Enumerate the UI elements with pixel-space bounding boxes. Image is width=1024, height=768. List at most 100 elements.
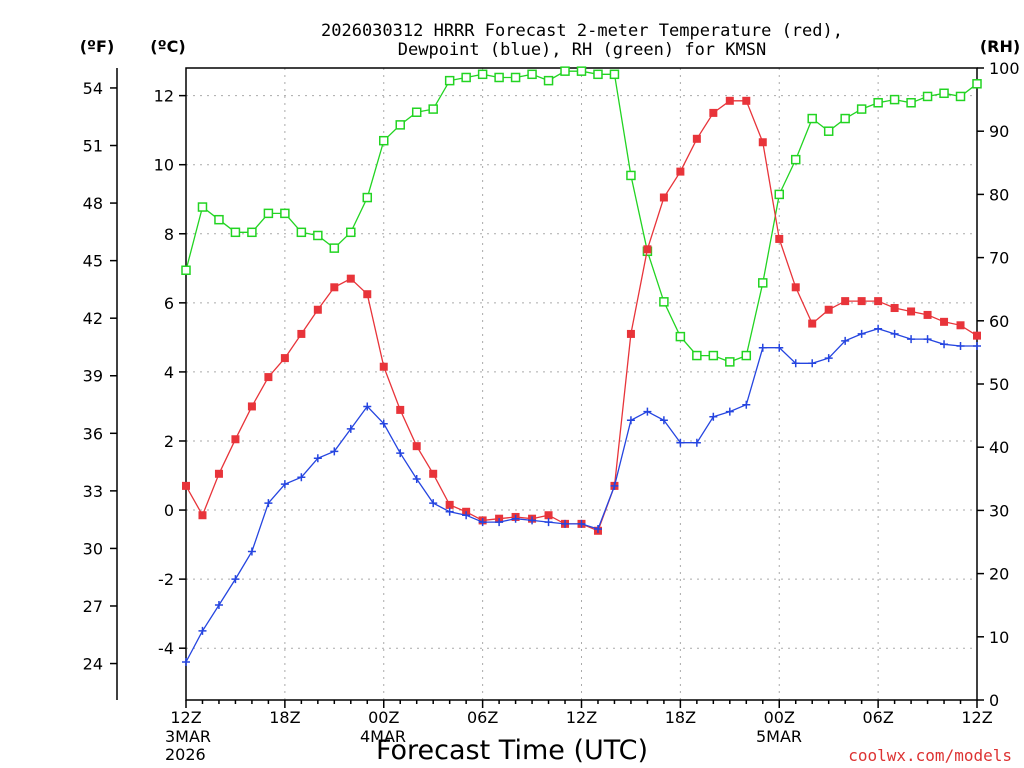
dewpoint-point [808,359,817,368]
rh-tick-label: 50 [989,375,1009,394]
temperature-point [247,402,256,411]
dewpoint-point [940,340,949,349]
dewpoint-point [280,480,289,489]
dewpoint-point [725,407,734,416]
dewpoint-point [528,516,537,525]
rh-point [906,98,916,108]
rh-point [510,72,521,83]
date-start-year: 2026 [165,745,206,764]
chart-title: 2026030312 HRRR Forecast 2-meter Tempera… [321,21,843,60]
fahrenheit-tick-label: 51 [83,137,103,156]
temperature-point [841,297,850,306]
temperature-point [659,193,668,202]
rh-tick-label: 10 [989,628,1009,647]
fahrenheit-axis: 24 27 30 33 36 39 42 45 48 51 54 [83,79,117,674]
rh-point [626,170,636,181]
temperature-series [182,96,981,535]
fahrenheit-unit-label: (ºF) [80,37,115,56]
rh-tick-label: 90 [989,122,1009,141]
temperature-point [214,469,223,478]
dewpoint-point [841,336,850,345]
temperature-point [973,331,981,340]
celsius-tick-label: 4 [164,363,174,382]
fahrenheit-tick-label: 33 [83,482,103,501]
rh-point [922,91,933,102]
temperature-point [264,373,273,382]
temperature-point [363,290,372,299]
rh-point [873,98,883,108]
temperature-point [330,283,339,292]
temperature-point [808,319,817,328]
time-tick-label: 18Z [665,708,696,727]
dewpoint-point [643,407,652,416]
time-tick-label: 00Z [368,708,399,727]
rh-point [823,126,834,136]
celsius-tick-label: 6 [164,294,174,313]
dewpoint-point [264,499,273,508]
dewpoint-point [577,519,586,528]
rh-point [774,189,784,200]
rh-point [395,120,405,130]
dewpoint-point [626,416,635,425]
dewpoint-point [890,329,899,338]
temperature-point [379,362,388,371]
time-tick-label: 12Z [961,708,992,727]
fahrenheit-tick-label: 30 [83,539,103,558]
dewpoint-point [709,412,718,421]
temperature-point [709,108,718,117]
rh-point [247,227,257,238]
rh-point [659,297,669,307]
dewpoint-point [297,473,306,482]
rh-tick-label: 100 [989,59,1020,78]
rh-point [444,75,455,86]
dewpoint-point [478,518,487,527]
rh-point [807,113,817,124]
rh-point [181,265,191,275]
rh-tick-label: 20 [989,565,1009,584]
rh-point [477,69,488,80]
dewpoint-point [313,454,322,463]
rh-point [329,243,340,253]
dewpoint-point [775,343,784,352]
series-layer [181,66,982,667]
rh-point [346,227,356,238]
temperature-point [857,297,866,306]
dewpoint-point [923,335,932,344]
x-axis-title: Forecast Time (UTC) [376,735,648,766]
temperature-point [874,297,883,306]
temperature-point [791,283,800,292]
temperature-point [676,167,685,176]
temperature-point [725,96,734,105]
time-tick-label: 12Z [566,708,597,727]
dewpoint-point [511,514,520,523]
rh-series [181,66,982,367]
rh-tick-label: 70 [989,249,1009,268]
dewpoint-point [396,449,405,458]
temperature-point [890,304,899,313]
dewpoint-point [198,626,207,635]
dewpoint-point [445,507,454,516]
dewpoint-point [742,400,751,409]
rh-point [296,227,307,238]
temperature-point [280,354,289,363]
rh-point [197,202,208,212]
dewpoint-point [561,519,570,528]
dewpoint-point [429,499,438,508]
dewpoint-point [412,474,421,483]
dewpoint-point [214,601,223,610]
celsius-tick-label: 2 [164,432,174,451]
rh-tick-label: 60 [989,312,1009,331]
temperature-point [231,435,240,444]
rh-unit-label: (RH) [980,37,1020,56]
dewpoint-point [346,424,355,433]
temperature-point [182,481,190,490]
temperature-point [940,317,949,326]
rh-point [790,154,801,165]
rh-point [609,69,620,80]
dewpoint-point [824,354,833,363]
temperature-point [198,511,207,520]
chart-title-line-2: Dewpoint (blue), RH (green) for KMSN [398,40,766,60]
rh-point [741,350,752,361]
rh-point [527,69,537,80]
